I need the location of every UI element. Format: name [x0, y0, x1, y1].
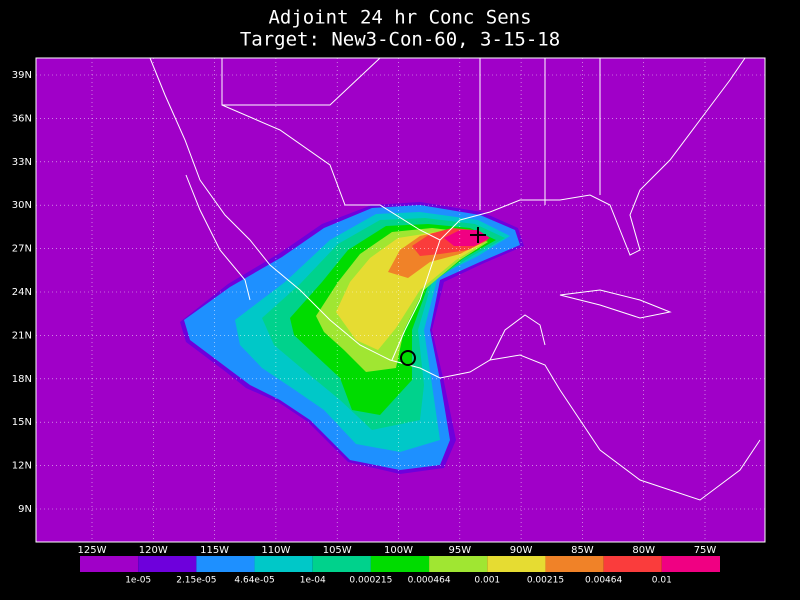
colorbar-box — [487, 556, 546, 572]
lat-label: 27N — [12, 244, 32, 255]
lon-label: 75W — [694, 545, 717, 556]
colorbar-label: 0.00464 — [585, 576, 622, 586]
lon-label: 95W — [448, 545, 471, 556]
colorbar-label: 0.001 — [474, 576, 500, 586]
coastline — [559, 289, 672, 319]
lat-label: 24N — [12, 287, 32, 298]
colorbar-label: 2.15e-05 — [176, 576, 216, 586]
lon-label: 85W — [571, 545, 594, 556]
lat-label: 33N — [12, 157, 32, 168]
colorbar-box — [370, 556, 430, 572]
title: Adjoint 24 hr Conc Sens — [268, 7, 531, 29]
lon-label: 90W — [510, 545, 533, 556]
lon-label: 105W — [323, 545, 352, 556]
lon-label: 115W — [200, 545, 229, 556]
graticule — [36, 58, 765, 542]
lon-label: 125W — [78, 545, 107, 556]
lat-label: 12N — [12, 461, 32, 472]
colorbar-box — [429, 556, 488, 572]
colorbar-label: 1e-05 — [125, 576, 151, 586]
lon-label: 110W — [261, 545, 290, 556]
source-marker — [400, 350, 416, 366]
lat-label: 30N — [12, 200, 32, 211]
colorbar-label: 0.00215 — [527, 576, 564, 586]
colorbar-box — [603, 556, 662, 572]
lat-label: 15N — [12, 417, 32, 428]
lat-label: 21N — [12, 330, 32, 341]
colorbar-box — [661, 556, 720, 572]
colorbar-box — [80, 556, 139, 572]
colorbar-box — [196, 556, 255, 572]
colorbar-box — [312, 556, 371, 572]
coastline — [185, 174, 251, 301]
target-marker — [470, 227, 486, 243]
lat-label: 9N — [18, 504, 32, 515]
colorbar-box — [138, 556, 197, 572]
colorbar: 1e-05 2.15e-05 4.64e-05 1e-04 0.000215 0.0004… — [80, 556, 720, 586]
coastline — [391, 57, 746, 361]
colorbar-label: 0.01 — [652, 576, 672, 586]
lat-label: 18N — [12, 374, 32, 385]
coastline — [149, 57, 761, 501]
colorbar-label: 1e-04 — [300, 576, 326, 586]
lon-label: 80W — [632, 545, 655, 556]
coastline — [489, 314, 546, 361]
tick-labels: 39N 36N 33N 30N 27N 24N 21N 18N 15N 12N 9N 125W 120W… — [12, 70, 717, 556]
colorbar-label: 0.000464 — [408, 576, 451, 586]
colorbar-box — [254, 556, 313, 572]
border — [221, 57, 601, 241]
colorbar-label: 4.64e-05 — [234, 576, 274, 586]
contour — [336, 232, 482, 350]
lat-label: 36N — [12, 113, 32, 124]
map-frame — [35, 57, 766, 543]
colorbar-label: 0.000215 — [349, 576, 392, 586]
subtitle: Target: New3-Con-60, 3-15-18 — [240, 29, 560, 51]
lon-label: 120W — [139, 545, 168, 556]
colorbar-box — [545, 556, 604, 572]
coastlines — [149, 57, 761, 501]
lat-label: 39N — [12, 70, 32, 81]
lon-label: 100W — [384, 545, 413, 556]
